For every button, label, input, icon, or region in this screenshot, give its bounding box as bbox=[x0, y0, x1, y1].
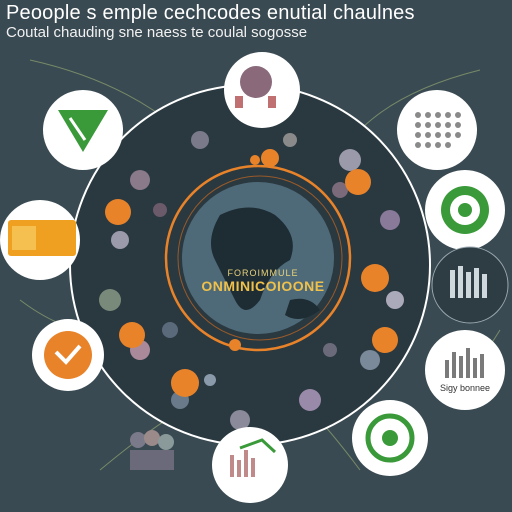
center-label: FOROIMMULE ONMINICOIOONE bbox=[178, 268, 348, 294]
progress-ring-icon bbox=[382, 430, 398, 446]
dot bbox=[380, 210, 400, 230]
dot bbox=[230, 410, 250, 430]
bars-icon bbox=[450, 266, 487, 298]
orbit-node bbox=[361, 264, 389, 292]
inner-orbit-ring bbox=[177, 175, 343, 341]
dot-grid-tile bbox=[397, 90, 477, 170]
growth-icon bbox=[230, 450, 255, 477]
target-icon bbox=[458, 203, 472, 217]
chart-tile-caption: Sigy bonnee bbox=[439, 383, 491, 393]
dot bbox=[204, 374, 216, 386]
subheadline: Coutal chauding sne naess te coulal sogo… bbox=[6, 24, 308, 41]
dot bbox=[153, 203, 167, 217]
dot bbox=[191, 131, 209, 149]
progress-ring-icon bbox=[365, 413, 415, 463]
dot bbox=[323, 343, 337, 357]
orbit-node bbox=[261, 149, 279, 167]
globe-landmass bbox=[211, 207, 293, 310]
orbit-node bbox=[171, 369, 199, 397]
chart-tile bbox=[425, 330, 505, 410]
dot bbox=[162, 322, 178, 338]
check-icon bbox=[54, 344, 82, 365]
dot bbox=[332, 182, 348, 198]
dot bbox=[130, 170, 150, 190]
dot bbox=[99, 289, 121, 311]
orbit-node bbox=[250, 155, 260, 165]
triangle-icon bbox=[68, 117, 87, 141]
dot bbox=[111, 231, 129, 249]
chart-icon bbox=[445, 348, 484, 378]
check-icon bbox=[44, 331, 92, 379]
center-small-label: FOROIMMULE bbox=[227, 268, 299, 278]
orbit-node bbox=[105, 199, 131, 225]
orbit-node bbox=[372, 327, 398, 353]
connector-line bbox=[359, 69, 481, 131]
dot bbox=[360, 350, 380, 370]
dot bbox=[299, 389, 321, 411]
crowd-cluster bbox=[130, 430, 174, 470]
dot bbox=[283, 133, 297, 147]
growth-arrow-icon bbox=[239, 438, 277, 454]
person-icon bbox=[268, 96, 276, 108]
orbit-node bbox=[119, 322, 145, 348]
person-icon bbox=[235, 96, 243, 108]
growth-tile bbox=[212, 427, 288, 503]
person-icon bbox=[240, 66, 272, 98]
dot-grid-icon bbox=[415, 112, 461, 148]
truck-icon bbox=[12, 226, 36, 250]
orbit-node bbox=[229, 339, 241, 351]
orbit-node bbox=[345, 169, 371, 195]
dot-cluster bbox=[99, 131, 404, 430]
center-big-label: ONMINICOIOONE bbox=[201, 278, 325, 294]
orange-orbit-nodes bbox=[105, 149, 398, 397]
orange-orbit-ring bbox=[164, 164, 352, 352]
dot bbox=[339, 149, 361, 171]
globe-landmass bbox=[285, 298, 320, 319]
dot bbox=[386, 291, 404, 309]
headline: Peoople s emple cechcodes enutial chauln… bbox=[6, 2, 415, 24]
